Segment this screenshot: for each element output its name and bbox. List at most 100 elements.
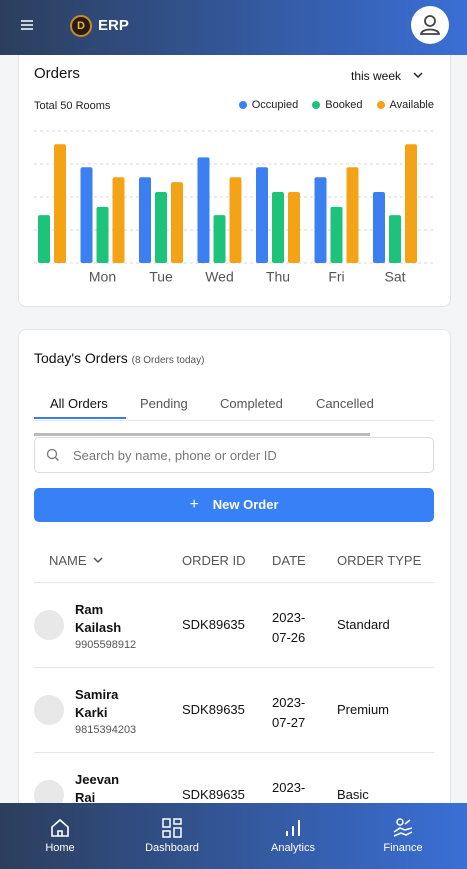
- header: D ERP: [0, 0, 467, 55]
- bar: [330, 206, 343, 263]
- nav-label: Analytics: [270, 842, 316, 854]
- nav-item[interactable]: Analytics: [258, 817, 328, 854]
- x-tick-label: Mon: [89, 269, 116, 285]
- subtitle: Total 50 Rooms: [34, 100, 111, 112]
- analytics-icon: [286, 820, 300, 836]
- x-tick-label: Fri: [328, 269, 344, 285]
- nav-item[interactable]: Dashboard: [137, 817, 207, 854]
- legend-item: Available: [376, 99, 434, 111]
- bar: [256, 167, 268, 263]
- search-icon: [46, 448, 59, 461]
- orders-card: Orders this week Total 50 Rooms Occupied…: [18, 40, 451, 307]
- legend-item: Occupied: [238, 99, 299, 111]
- bar: [112, 177, 125, 263]
- bar: [155, 192, 167, 263]
- button-label: New Order: [212, 497, 279, 512]
- x-tick-label: Wed: [205, 269, 234, 285]
- tab[interactable]: Cancelled: [316, 396, 374, 411]
- legend-label: Available: [389, 99, 434, 111]
- bottom-nav: Home Dashboard Analytics Finance: [0, 803, 467, 869]
- row-avatar: [34, 610, 64, 640]
- bar: [171, 182, 183, 263]
- bar: [314, 177, 327, 263]
- tab-divider: [34, 420, 434, 421]
- order-date: 2023-07-26: [272, 610, 306, 645]
- logo: D: [70, 15, 92, 37]
- plus-icon: +: [189, 496, 199, 513]
- bar: [272, 192, 284, 263]
- nav-label: Home: [45, 842, 75, 854]
- legend-label: Booked: [325, 99, 363, 111]
- bar: [288, 192, 300, 263]
- nav-label: Dashboard: [145, 842, 199, 854]
- bar: [229, 177, 242, 263]
- legend-swatch: [238, 101, 247, 109]
- legend-swatch: [376, 101, 385, 109]
- bar: [96, 206, 109, 263]
- today-title-text: Today's Orders: [34, 350, 128, 366]
- bar: [38, 215, 50, 263]
- dashboard-icon: [162, 818, 182, 838]
- order-type: Premium: [337, 702, 390, 717]
- bar: [389, 215, 401, 263]
- menu-icon[interactable]: [20, 18, 34, 32]
- sort-icon: [93, 557, 103, 564]
- customer-name: Samira Karki: [75, 687, 119, 720]
- finance-icon: [393, 818, 413, 837]
- x-tick-label: Tue: [149, 269, 173, 285]
- x-tick-label: Thu: [266, 269, 290, 285]
- tab[interactable]: Completed: [220, 396, 283, 411]
- avatar-icon: [419, 15, 441, 35]
- bar: [373, 192, 385, 263]
- row-avatar: [34, 695, 64, 725]
- bar: [54, 144, 66, 263]
- legend: Occupied Booked Available: [238, 99, 434, 111]
- tab-underline: [34, 417, 126, 419]
- table-row: Samira Karki 9815394203 SDK89635 2023-07-27…: [34, 668, 434, 753]
- bar: [213, 215, 226, 263]
- legend-label: Occupied: [251, 99, 299, 111]
- order-id: SDK89635: [182, 617, 245, 632]
- period-select[interactable]: this week: [351, 69, 424, 83]
- nav-label: Finance: [383, 842, 423, 854]
- today-card: Today's Orders (8 Orders today) All Orde…: [18, 329, 451, 869]
- card-title: Orders: [34, 65, 80, 82]
- bar: [346, 167, 359, 263]
- chevron: [413, 72, 423, 79]
- orders-table: NAME ORDER ID DATE ORDER TYPE Ram Kailash 990…: [34, 540, 434, 838]
- avatar[interactable]: [411, 6, 449, 44]
- column-header: ORDER TYPE: [337, 553, 422, 568]
- customer-name: Jeevan Rai: [75, 772, 120, 805]
- nav-item[interactable]: Home: [30, 817, 90, 854]
- order-id: SDK89635: [182, 787, 245, 802]
- today-title: Today's Orders (8 Orders today): [34, 350, 204, 366]
- bar: [405, 144, 417, 263]
- period-text: this week: [351, 69, 402, 83]
- customer-phone: 9815394203: [75, 724, 137, 736]
- scrollbar: [34, 433, 370, 436]
- order-type: Basic: [337, 787, 369, 802]
- column-header: ORDER ID: [182, 553, 246, 568]
- nav-item[interactable]: Finance: [373, 817, 433, 854]
- order-id: SDK89635: [182, 702, 245, 717]
- column-header: NAME: [49, 553, 105, 568]
- tab-active[interactable]: All Orders: [50, 396, 108, 411]
- new-order-button[interactable]: + New Order: [34, 488, 434, 522]
- home-icon: [51, 818, 69, 837]
- today-count: (8 Orders today): [131, 355, 205, 366]
- customer-name: Ram Kailash: [75, 602, 122, 635]
- legend-swatch: [312, 101, 321, 109]
- legend-item: Booked: [312, 99, 363, 111]
- bar: [197, 157, 210, 263]
- bar: [139, 177, 151, 263]
- tab[interactable]: Pending: [140, 396, 188, 411]
- app-title: ERP: [98, 17, 129, 34]
- search-box[interactable]: Search by name, phone or order ID: [34, 437, 434, 473]
- table-header: NAME ORDER ID DATE ORDER TYPE: [34, 540, 434, 583]
- customer-phone: 9905598912: [75, 639, 137, 651]
- order-date: 2023-07-27: [272, 695, 306, 730]
- search-placeholder: Search by name, phone or order ID: [73, 448, 277, 463]
- bar: [80, 167, 93, 263]
- table-row: Ram Kailash 9905598912 SDK89635 2023-07-26 S…: [34, 583, 434, 668]
